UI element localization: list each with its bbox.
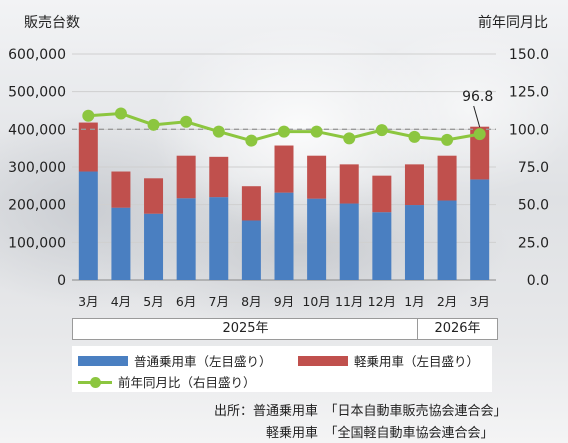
bar-kei-12 [470,126,490,180]
bar-regular-3 [176,198,196,280]
year-label-2026: 2026年 [417,318,498,340]
bar-regular-0 [78,171,98,280]
right-tick-label: 0.0 [527,273,549,289]
x-tick-label: 10月 [302,294,330,309]
yoy-line [82,107,486,147]
right-tick-label: 50.0 [518,198,549,214]
yoy-point-0 [82,109,95,122]
year-label-2025: 2025年 [72,318,419,340]
legend-item-yoy: 前年同月比（右目盛り） [78,372,256,391]
yoy-point-6 [278,125,290,138]
yoy-point-8 [343,132,356,145]
right-tick-label: 125.0 [509,85,549,101]
legend-label-regular: 普通乗用車（左目盛り） [134,354,272,369]
yoy-point-11 [441,133,454,146]
x-tick-label: 3月 [78,294,98,309]
left-tick-label: 400,000 [8,122,66,138]
x-tick-label: 2月 [437,294,457,309]
legend-swatch-regular [78,355,128,366]
left-axis-title: 販売台数 [24,15,80,31]
bar-kei-11 [437,155,457,201]
bar-regular-7 [307,198,327,280]
bar-regular-6 [274,192,294,280]
bar-kei-8 [339,164,359,204]
annotation-label: 96.8 [462,89,493,105]
legend-item-kei: 軽乗用車（左目盛り） [298,351,479,370]
left-tick-label: 600,000 [8,47,66,63]
bar-kei-9 [372,175,392,213]
x-tick-label: 12月 [368,294,396,309]
bar-regular-8 [339,203,359,280]
yoy-point-2 [147,118,160,131]
bar-kei-7 [307,155,327,199]
source-line-2: 軽乗用車 「全国軽自動車協会連合会」 [266,426,494,441]
left-tick-label: 300,000 [8,160,66,176]
bar-regular-9 [372,212,392,280]
x-tick-label: 3月 [469,294,489,309]
yoy-point-5 [245,134,258,147]
x-axis-ticks: 3月 4月 5月 6月 7月 8月 9月 10月 11月 12月 1月 2月 3月 [78,294,490,309]
right-tick-label: 25.0 [518,235,549,251]
source-line-1: 出所：普通乗用車 「日本自動車販売協会連合会」 [214,404,507,419]
x-tick-label: 11月 [335,294,363,309]
bar-kei-0 [78,122,98,172]
x-tick-label: 5月 [143,294,163,309]
bar-regular-10 [404,205,424,280]
legend-item-regular: 普通乗用車（左目盛り） [78,351,272,370]
yoy-point-7 [310,125,323,138]
bar-kei-3 [176,155,196,199]
left-tick-label: 200,000 [8,198,66,214]
left-axis-ticks: 0 100,000 200,000 300,000 400,000 500,000 600,… [8,47,66,289]
right-tick-label: 150.0 [509,47,549,63]
legend-label-kei: 軽乗用車（左目盛り） [354,354,480,369]
bar-kei-10 [404,164,424,206]
x-tick-label: 9月 [274,294,294,309]
bar-kei-1 [111,171,131,208]
left-tick-label: 0 [57,273,66,289]
bar-regular-11 [437,200,457,280]
legend: 普通乗用車（左目盛り） 軽乗用車（左目盛り） 前年同月比（右目盛り） [72,346,492,392]
x-tick-label: 1月 [404,294,424,309]
annotation-pointer [473,105,481,128]
bar-regular-12 [470,179,490,280]
bar-regular-4 [209,197,229,280]
bar-kei-4 [209,156,229,198]
bar-regular-1 [111,207,131,280]
bar-regular-2 [144,213,164,280]
yoy-point-4 [212,125,225,138]
yoy-point-9 [375,124,388,137]
right-tick-label: 100.0 [509,122,549,138]
bar-regular-5 [241,220,261,280]
yoy-point-1 [114,107,127,120]
x-tick-label: 4月 [111,294,131,309]
legend-swatch-kei [298,355,348,366]
right-tick-label: 75.0 [518,160,549,176]
left-tick-label: 100,000 [8,235,66,251]
right-axis-ticks: 0.0 25.0 50.0 75.0 100.0 125.0 150.0 [509,47,549,289]
yoy-point-10 [408,130,421,143]
legend-swatch-yoy [78,376,112,388]
x-tick-label: 6月 [176,294,196,309]
bars [78,122,490,280]
yoy-point-12 [473,128,486,141]
yoy-point-3 [180,115,193,128]
bar-kei-2 [144,178,164,214]
legend-label-yoy: 前年同月比（右目盛り） [118,375,256,390]
x-tick-label: 8月 [241,294,261,309]
x-tick-label: 7月 [209,294,229,309]
bar-kei-5 [241,186,261,221]
right-axis-title: 前年同月比 [478,14,548,31]
bar-kei-6 [274,145,294,193]
left-tick-label: 500,000 [8,85,66,101]
